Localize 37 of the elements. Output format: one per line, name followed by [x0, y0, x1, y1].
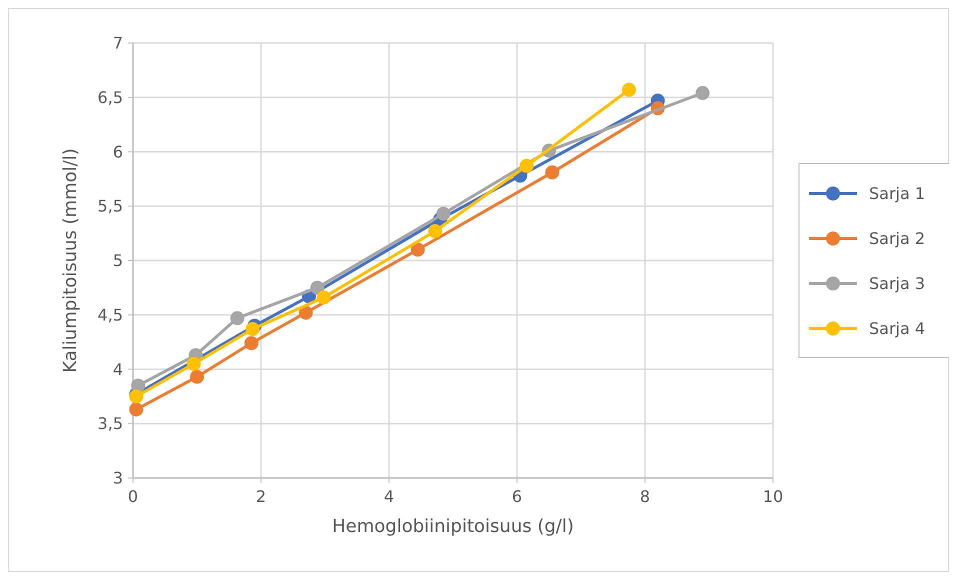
point: [316, 290, 331, 304]
y-tick-label: 6: [112, 142, 123, 162]
legend-label: Sarja 1: [869, 184, 926, 204]
x-tick-label: 0: [128, 487, 138, 506]
point: [298, 306, 313, 320]
point: [622, 82, 636, 97]
point: [190, 370, 204, 384]
point: [244, 336, 258, 350]
point: [310, 280, 324, 295]
point: [428, 224, 442, 238]
point: [410, 242, 425, 257]
point: [696, 86, 710, 100]
x-tick-label: 10: [762, 487, 784, 506]
point: [520, 158, 534, 173]
x-tick-label: 2: [256, 487, 266, 506]
y-tick-label: 5,5: [98, 196, 123, 216]
point: [545, 165, 560, 180]
y-axis-title: Kaliumpitoisuus (mmol/l): [60, 148, 81, 373]
legend-label: Sarja 3: [869, 274, 926, 294]
y-tick-label: 3: [112, 468, 123, 488]
point: [246, 322, 260, 336]
y-tick-label: 7: [112, 34, 123, 53]
legend-label: Sarja 4: [869, 319, 926, 338]
point: [129, 402, 144, 416]
y-tick-label: 4: [112, 360, 123, 379]
y-tick-label: 3,5: [98, 414, 123, 434]
x-axis-title: Hemoglobiinipitoisuus (g/l): [332, 516, 574, 537]
x-tick-label: 4: [384, 487, 394, 506]
point: [436, 206, 450, 221]
y-tick-label: 6,5: [98, 88, 123, 107]
x-tick-label: 6: [512, 487, 522, 506]
point: [186, 356, 201, 371]
y-tick-label: 4,5: [98, 305, 123, 324]
legend-label: Sarja 2: [869, 229, 926, 248]
x-tick-label: 8: [640, 487, 650, 506]
y-tick-label: 5: [112, 251, 123, 270]
point: [230, 311, 244, 326]
